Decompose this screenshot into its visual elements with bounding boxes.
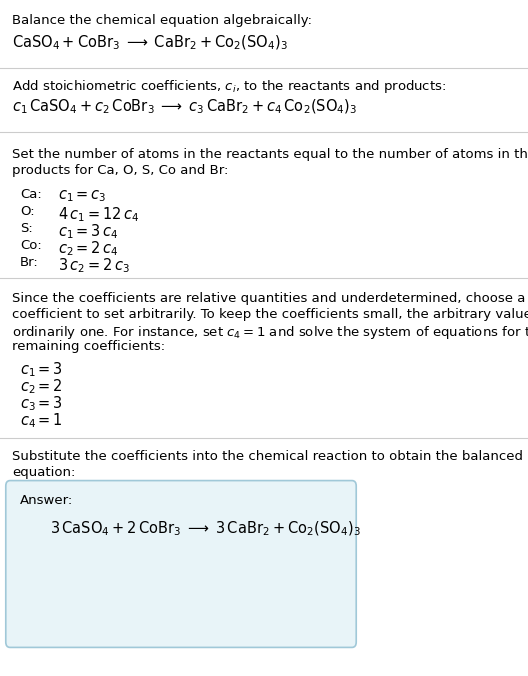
Text: equation:: equation: bbox=[12, 466, 76, 479]
Text: $c_2 = 2\,c_4$: $c_2 = 2\,c_4$ bbox=[58, 239, 119, 258]
Text: Add stoichiometric coefficients, $c_i$, to the reactants and products:: Add stoichiometric coefficients, $c_i$, … bbox=[12, 78, 446, 95]
Text: $c_3 = 3$: $c_3 = 3$ bbox=[20, 394, 63, 413]
Text: products for Ca, O, S, Co and Br:: products for Ca, O, S, Co and Br: bbox=[12, 164, 229, 177]
Text: Substitute the coefficients into the chemical reaction to obtain the balanced: Substitute the coefficients into the che… bbox=[12, 450, 523, 463]
Text: S:: S: bbox=[20, 222, 33, 235]
Text: $c_4 = 1$: $c_4 = 1$ bbox=[20, 411, 63, 430]
Text: ordinarily one. For instance, set $c_4 = 1$ and solve the system of equations fo: ordinarily one. For instance, set $c_4 =… bbox=[12, 324, 528, 341]
Text: $c_1 = 3\,c_4$: $c_1 = 3\,c_4$ bbox=[58, 222, 119, 241]
Text: Balance the chemical equation algebraically:: Balance the chemical equation algebraica… bbox=[12, 14, 312, 27]
Text: Answer:: Answer: bbox=[20, 494, 73, 507]
FancyBboxPatch shape bbox=[6, 481, 356, 648]
Text: Since the coefficients are relative quantities and underdetermined, choose a: Since the coefficients are relative quan… bbox=[12, 292, 525, 305]
Text: $c_2 = 2$: $c_2 = 2$ bbox=[20, 377, 63, 395]
Text: $c_1 = 3$: $c_1 = 3$ bbox=[20, 360, 63, 379]
Text: $c_1 = c_3$: $c_1 = c_3$ bbox=[58, 188, 107, 203]
Text: $3\,c_2 = 2\,c_3$: $3\,c_2 = 2\,c_3$ bbox=[58, 256, 130, 274]
Text: Set the number of atoms in the reactants equal to the number of atoms in the: Set the number of atoms in the reactants… bbox=[12, 148, 528, 161]
Text: $c_1\,\mathrm{CaSO_4} + c_2\,\mathrm{CoBr_3} \;\longrightarrow\; c_3\,\mathrm{Ca: $c_1\,\mathrm{CaSO_4} + c_2\,\mathrm{CoB… bbox=[12, 98, 357, 116]
Text: O:: O: bbox=[20, 205, 35, 218]
Text: Ca:: Ca: bbox=[20, 188, 42, 201]
Text: $\mathrm{CaSO_4 + CoBr_3 \;\longrightarrow\; CaBr_2 + Co_2(SO_4)_3}$: $\mathrm{CaSO_4 + CoBr_3 \;\longrightarr… bbox=[12, 34, 288, 53]
Text: Co:: Co: bbox=[20, 239, 42, 252]
Text: coefficient to set arbitrarily. To keep the coefficients small, the arbitrary va: coefficient to set arbitrarily. To keep … bbox=[12, 308, 528, 321]
Text: remaining coefficients:: remaining coefficients: bbox=[12, 340, 165, 353]
Text: Br:: Br: bbox=[20, 256, 39, 269]
Text: $4\,c_1 = 12\,c_4$: $4\,c_1 = 12\,c_4$ bbox=[58, 205, 139, 224]
Text: $3\,\mathrm{CaSO_4} + 2\,\mathrm{CoBr_3} \;\longrightarrow\; 3\,\mathrm{CaBr_2} : $3\,\mathrm{CaSO_4} + 2\,\mathrm{CoBr_3}… bbox=[50, 520, 361, 538]
